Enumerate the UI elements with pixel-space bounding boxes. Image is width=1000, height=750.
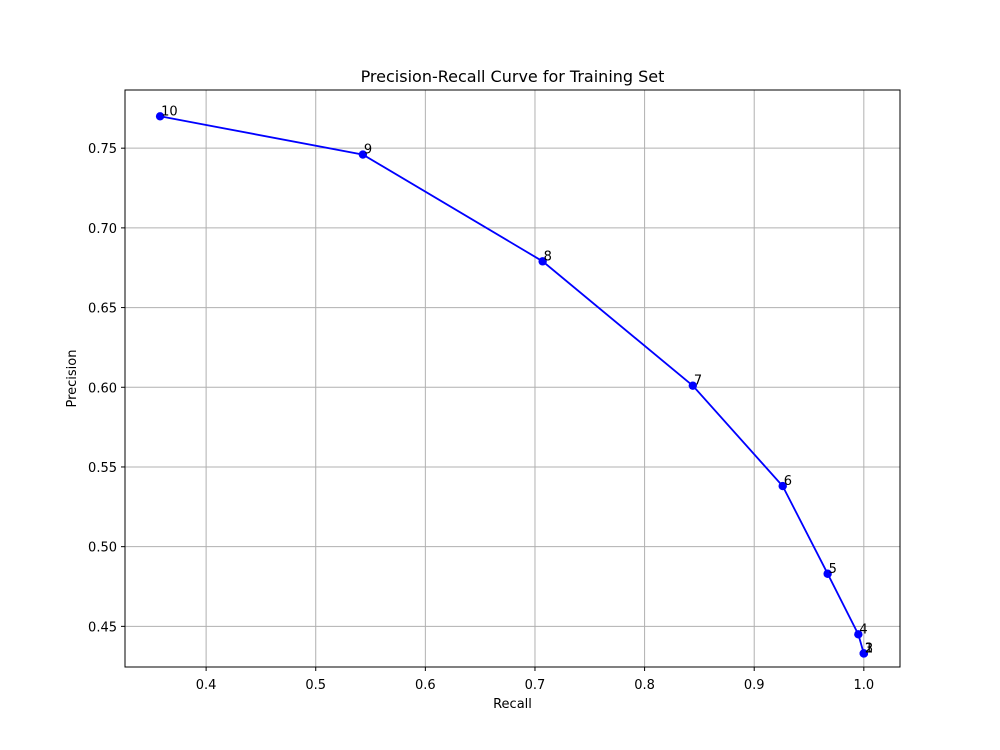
data-point [859,649,869,658]
point-label: 4 [859,622,867,637]
y-tick-label: 0.60 [88,381,117,396]
y-tick-label: 0.45 [88,620,117,635]
data-point [358,150,368,159]
series: 123 4 5 6 7 8 9 10 [155,104,873,658]
y-tick-label: 0.75 [88,142,117,157]
x-tick-label: 0.4 [196,678,217,693]
series-line [159,115,865,654]
data-point [538,257,547,266]
data-point [688,381,698,390]
point-label: 10 [161,104,178,119]
data-point [778,481,787,491]
point-label: 9 [364,143,372,158]
x-tick-label: 0.5 [305,678,326,693]
chart-title: Precision-Recall Curve for Training Set [361,67,665,86]
y-tick-label: 0.65 [88,302,117,317]
x-tick-label: 0.6 [415,678,436,693]
plot-frame [124,89,901,668]
data-point [155,112,165,121]
point-label: 5 [829,562,837,577]
y-tick-label: 0.70 [88,222,117,237]
x-axis-title: Recall [493,697,532,712]
data-point [823,569,832,578]
grid [125,90,900,667]
y-tick-label: 0.55 [88,461,117,476]
point-label: 2 [865,641,873,656]
x-tick-label: 0.9 [744,678,765,693]
point-label: 3 [865,641,873,656]
x-tick-label: 0.8 [634,678,655,693]
point-label: 7 [694,374,702,389]
point-label: 6 [784,474,792,489]
x-tick-label: 0.7 [525,678,546,693]
y-axis-title: Precision [65,349,80,407]
data-point [854,630,863,639]
axis-ticks: 0.4 0.5 0.6 0.7 0.8 0.9 1.0 0.45 0.50 0.55 0.60 0.6… [88,142,874,693]
point-label: 1 [865,641,873,656]
x-tick-label: 1.0 [853,678,874,693]
y-tick-label: 0.50 [88,541,117,556]
point-label: 8 [544,249,552,264]
